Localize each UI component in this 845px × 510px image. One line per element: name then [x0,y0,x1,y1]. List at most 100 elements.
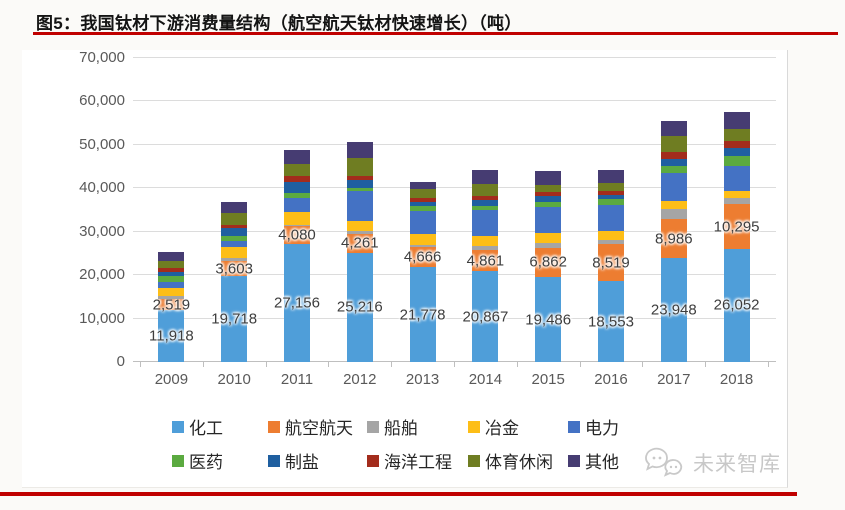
x-axis-category-label: 2013 [405,371,440,388]
x-axis-tickmark [705,362,706,367]
data-label-化工-2017: 23,948 [650,301,697,319]
legend-item-制盐: 制盐 [268,448,367,473]
x-axis-tickmark [266,362,267,367]
bar-segment-电力-2011 [284,198,310,213]
y-axis-tick-label: 20,000 [79,266,125,284]
x-axis-category-label: 2016 [594,371,628,388]
data-label-化工-2009: 11,918 [149,327,194,345]
data-label-化工-2014: 20,867 [462,308,509,326]
bar-segment-制盐-2018 [723,148,750,156]
bar-segment-体育休闲-2011 [284,164,310,176]
bar-segment-其他-2017 [660,121,687,137]
bar-segment-医药-2014 [472,206,499,211]
bar-segment-冶金-2018 [723,191,750,198]
bar-segment-化工-2012 [346,252,373,362]
bar-segment-航空航天-2015 [535,247,562,278]
bar-segment-化工-2010 [221,276,248,362]
legend-item-电力: 电力 [568,414,648,439]
bar-segment-化工-2015 [535,277,562,362]
data-label-化工-2015: 19,486 [525,311,572,329]
gridline [133,187,776,189]
bar-segment-医药-2011 [284,192,310,199]
bar-segment-航空航天-2009 [158,299,185,311]
bar-segment-船舶-2010 [221,257,248,261]
legend-item-化工: 化工 [172,414,268,439]
title-underline [33,32,838,35]
data-label-航空航天-2017: 8,986 [655,230,693,247]
y-axis: 0 10,000 20,000 30,000 40,000 50,000 60,000 70,… [28,50,125,369]
gridline [133,317,776,319]
legend-label: 其他 [585,453,619,472]
bottom-rule [0,492,797,496]
bar-segment-其他-2018 [723,112,750,130]
bar-segment-制盐-2012 [346,179,373,188]
bar-segment-电力-2012 [346,191,373,222]
figure-title: 图5：我国钛材下游消费量结构（航空航天钛材快速增长）（吨） [36,14,522,33]
x-axis-tickmark [140,362,141,367]
bar-segment-其他-2014 [472,170,499,184]
legend-swatch [568,454,580,467]
legend-label: 医药 [189,453,223,472]
x-axis-category-label: 2009 [154,371,189,388]
bar-segment-化工-2018 [723,248,750,362]
legend-label: 制盐 [285,453,319,472]
bar-segment-海洋工程-2012 [346,175,373,180]
data-label-化工-2012: 25,216 [336,298,383,316]
bar-segment-化工-2013 [409,267,436,362]
x-axis-tickmark [580,362,581,367]
data-label-航空航天-2011: 4,080 [278,226,316,244]
bar-segment-海洋工程-2016 [598,191,624,195]
bar-segment-制盐-2009 [158,271,185,276]
legend-item-海洋工程: 海洋工程 [367,448,468,473]
bar-segment-医药-2016 [598,199,624,206]
watermark-text: 未来智库 [693,453,781,476]
bar-segment-医药-2018 [723,155,750,166]
bar-segment-医药-2015 [535,202,562,208]
bar-segment-电力-2009 [158,281,185,289]
legend-swatch [367,420,379,433]
bar-segment-电力-2017 [660,172,687,202]
bar-segment-医药-2009 [158,275,185,282]
data-label-航空航天-2016: 8,519 [592,254,630,272]
bar-segment-制盐-2010 [221,228,248,236]
bar-segment-其他-2011 [284,149,310,165]
bar-segment-体育休闲-2018 [723,129,750,141]
data-label-化工-2013: 21,778 [399,306,446,324]
x-axis-category-label: 2010 [217,371,251,388]
bar-segment-化工-2011 [284,244,310,362]
chart-panel [22,50,788,488]
legend-swatch [568,420,580,433]
bar-segment-体育休闲-2014 [472,183,499,196]
bar-segment-电力-2010 [221,240,248,248]
data-label-航空航天-2014: 4,861 [466,252,505,270]
y-axis-tick-label: 50,000 [79,135,125,153]
data-label-航空航天-2015: 6,862 [529,253,567,271]
bar-segment-医药-2017 [660,165,687,173]
bar-segment-船舶-2014 [472,245,499,251]
data-label-航空航天-2009: 2,519 [152,296,191,314]
bar-segment-航空航天-2013 [409,247,436,268]
x-axis-category-label: 2015 [531,371,565,388]
x-axis-category-label: 2012 [343,371,377,388]
gridline [133,143,776,145]
bar-segment-电力-2018 [723,165,750,192]
x-axis-category-label: 2017 [657,371,691,388]
bar-segment-航空航天-2017 [660,218,687,258]
bar-segment-医药-2013 [409,206,436,211]
legend-item-其他: 其他 [568,448,648,473]
bar-segment-船舶-2016 [598,240,624,245]
bar-segment-船舶-2011 [284,224,310,227]
y-axis-tick-label: 60,000 [79,92,125,110]
bar-segment-体育休闲-2009 [158,260,185,269]
x-axis-tickmark [642,362,643,367]
bar-segment-电力-2015 [535,207,562,234]
bar-segment-制盐-2013 [409,202,436,207]
bar-segment-电力-2013 [409,210,436,234]
gridline [133,361,776,362]
bar-segment-化工-2014 [472,271,499,362]
bar-segment-其他-2015 [535,171,562,185]
bar-segment-冶金-2012 [346,221,373,232]
plot-area: 11,918 2,519 19,718 3,603 27,156 4,080 25,216 4… [133,57,776,367]
legend-swatch [468,454,480,467]
